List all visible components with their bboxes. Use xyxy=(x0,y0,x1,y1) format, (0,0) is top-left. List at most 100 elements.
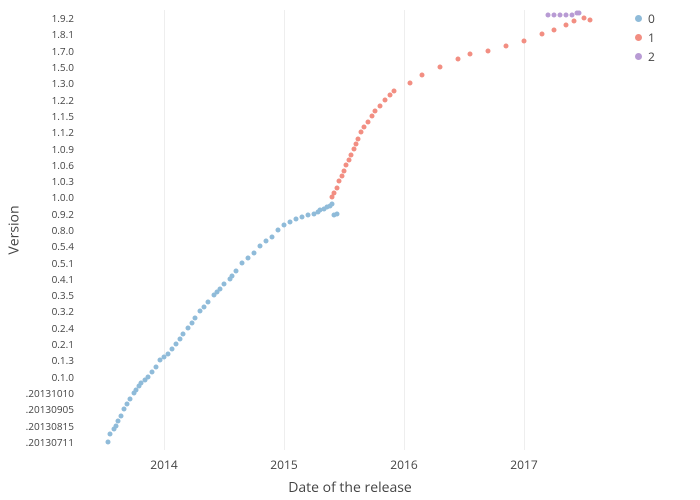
scatter-chart: 2014201520162017 .20130711.20130815.2013… xyxy=(0,0,700,500)
data-point xyxy=(246,255,251,260)
data-point xyxy=(201,304,206,309)
data-point xyxy=(300,214,305,219)
data-point xyxy=(330,201,335,206)
data-point xyxy=(337,179,342,184)
data-point xyxy=(306,213,311,218)
legend-marker xyxy=(635,53,642,60)
data-point xyxy=(334,185,339,190)
y-tick-label: 0.3.5 xyxy=(0,288,74,302)
data-point xyxy=(504,43,509,48)
y-axis-title: Version xyxy=(5,205,24,254)
data-point xyxy=(572,19,577,24)
legend-label: 1 xyxy=(648,29,655,46)
data-point xyxy=(582,16,587,21)
y-tick-label: 1.3.0 xyxy=(0,76,74,90)
data-point xyxy=(146,374,151,379)
data-point xyxy=(153,364,158,369)
gridline-vertical xyxy=(404,10,405,450)
y-tick-label: 0.2.1 xyxy=(0,337,74,351)
data-point xyxy=(546,12,551,17)
y-tick-label: .20130711 xyxy=(0,435,74,449)
data-point xyxy=(558,12,563,17)
data-point xyxy=(382,97,387,102)
y-tick-label: 1.9.2 xyxy=(0,11,74,25)
legend-marker xyxy=(635,34,642,41)
data-point xyxy=(378,104,383,109)
y-tick-label: .20130905 xyxy=(0,402,74,416)
y-tick-label: 0.4.1 xyxy=(0,272,74,286)
data-point xyxy=(342,169,347,174)
data-point xyxy=(373,109,378,114)
legend-item[interactable]: 0 xyxy=(635,10,655,27)
x-tick-label: 2016 xyxy=(390,456,417,473)
data-point xyxy=(170,346,175,351)
data-point xyxy=(346,157,351,162)
y-tick-label: .20131010 xyxy=(0,386,74,400)
data-point xyxy=(366,120,371,125)
data-point xyxy=(369,113,374,118)
y-tick-label: 1.0.9 xyxy=(0,142,74,156)
data-point xyxy=(108,431,113,436)
gridline-vertical xyxy=(164,10,165,450)
legend-item[interactable]: 2 xyxy=(635,48,655,65)
data-point xyxy=(564,22,569,27)
data-point xyxy=(186,325,191,330)
data-point xyxy=(105,439,110,444)
y-tick-label: 1.1.5 xyxy=(0,109,74,123)
data-point xyxy=(392,89,397,94)
data-point xyxy=(294,216,299,221)
legend-label: 2 xyxy=(648,48,655,65)
data-point xyxy=(351,146,356,151)
data-point xyxy=(456,56,461,61)
x-tick-label: 2014 xyxy=(150,456,177,473)
y-tick-label: 0.1.3 xyxy=(0,353,74,367)
data-point xyxy=(486,48,491,53)
y-tick-label: 1.8.1 xyxy=(0,27,74,41)
data-point xyxy=(276,228,281,233)
y-tick-label: 0.3.2 xyxy=(0,304,74,318)
data-point xyxy=(230,273,235,278)
data-point xyxy=(349,153,354,158)
data-point xyxy=(181,332,186,337)
data-point xyxy=(114,423,119,428)
data-point xyxy=(193,316,198,321)
data-point xyxy=(334,211,339,216)
data-point xyxy=(362,125,367,130)
data-point xyxy=(438,65,443,70)
data-point xyxy=(356,136,361,141)
data-point xyxy=(564,12,569,17)
data-point xyxy=(116,418,121,423)
data-point xyxy=(358,130,363,135)
data-point xyxy=(588,17,593,22)
data-point xyxy=(177,337,182,342)
data-point xyxy=(577,11,582,16)
data-point xyxy=(122,407,127,412)
y-tick-label: 1.0.6 xyxy=(0,158,74,172)
data-point xyxy=(288,219,293,224)
data-point xyxy=(339,174,344,179)
y-tick-label: 1.0.3 xyxy=(0,174,74,188)
legend-item[interactable]: 1 xyxy=(635,29,655,46)
data-point xyxy=(468,52,473,57)
data-point xyxy=(150,369,155,374)
data-point xyxy=(420,73,425,78)
data-point xyxy=(174,342,179,347)
data-point xyxy=(330,195,335,200)
x-axis-title: Date of the release xyxy=(288,478,412,497)
gridline-vertical xyxy=(284,10,285,450)
data-point xyxy=(354,141,359,146)
plot-area xyxy=(80,10,620,450)
data-point xyxy=(252,250,257,255)
data-point xyxy=(222,281,227,286)
legend: 0 1 2 xyxy=(635,10,655,67)
legend-label: 0 xyxy=(648,10,655,27)
data-point xyxy=(124,402,129,407)
data-point xyxy=(189,320,194,325)
data-point xyxy=(408,81,413,86)
y-tick-label: 0.1.0 xyxy=(0,370,74,384)
data-point xyxy=(387,92,392,97)
y-tick-label: 1.0.0 xyxy=(0,190,74,204)
data-point xyxy=(264,239,269,244)
data-point xyxy=(522,38,527,43)
y-tick-label: 0.5.1 xyxy=(0,256,74,270)
